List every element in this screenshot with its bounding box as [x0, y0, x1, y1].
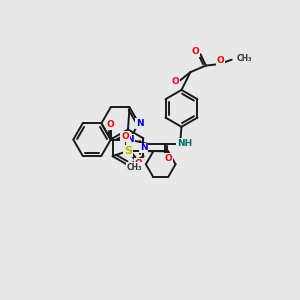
- Text: O: O: [216, 56, 224, 65]
- Text: CH₃: CH₃: [237, 54, 253, 63]
- Text: N: N: [140, 143, 147, 152]
- Text: O: O: [191, 47, 199, 56]
- Text: NH: NH: [177, 139, 192, 148]
- Text: O: O: [165, 154, 172, 163]
- Text: O: O: [107, 120, 115, 129]
- Text: N: N: [126, 135, 134, 144]
- Text: O: O: [134, 159, 142, 168]
- Text: S: S: [124, 146, 132, 156]
- Text: N: N: [136, 119, 143, 128]
- Text: O: O: [121, 132, 129, 141]
- Text: CH₃: CH₃: [127, 163, 142, 172]
- Text: O: O: [171, 77, 179, 86]
